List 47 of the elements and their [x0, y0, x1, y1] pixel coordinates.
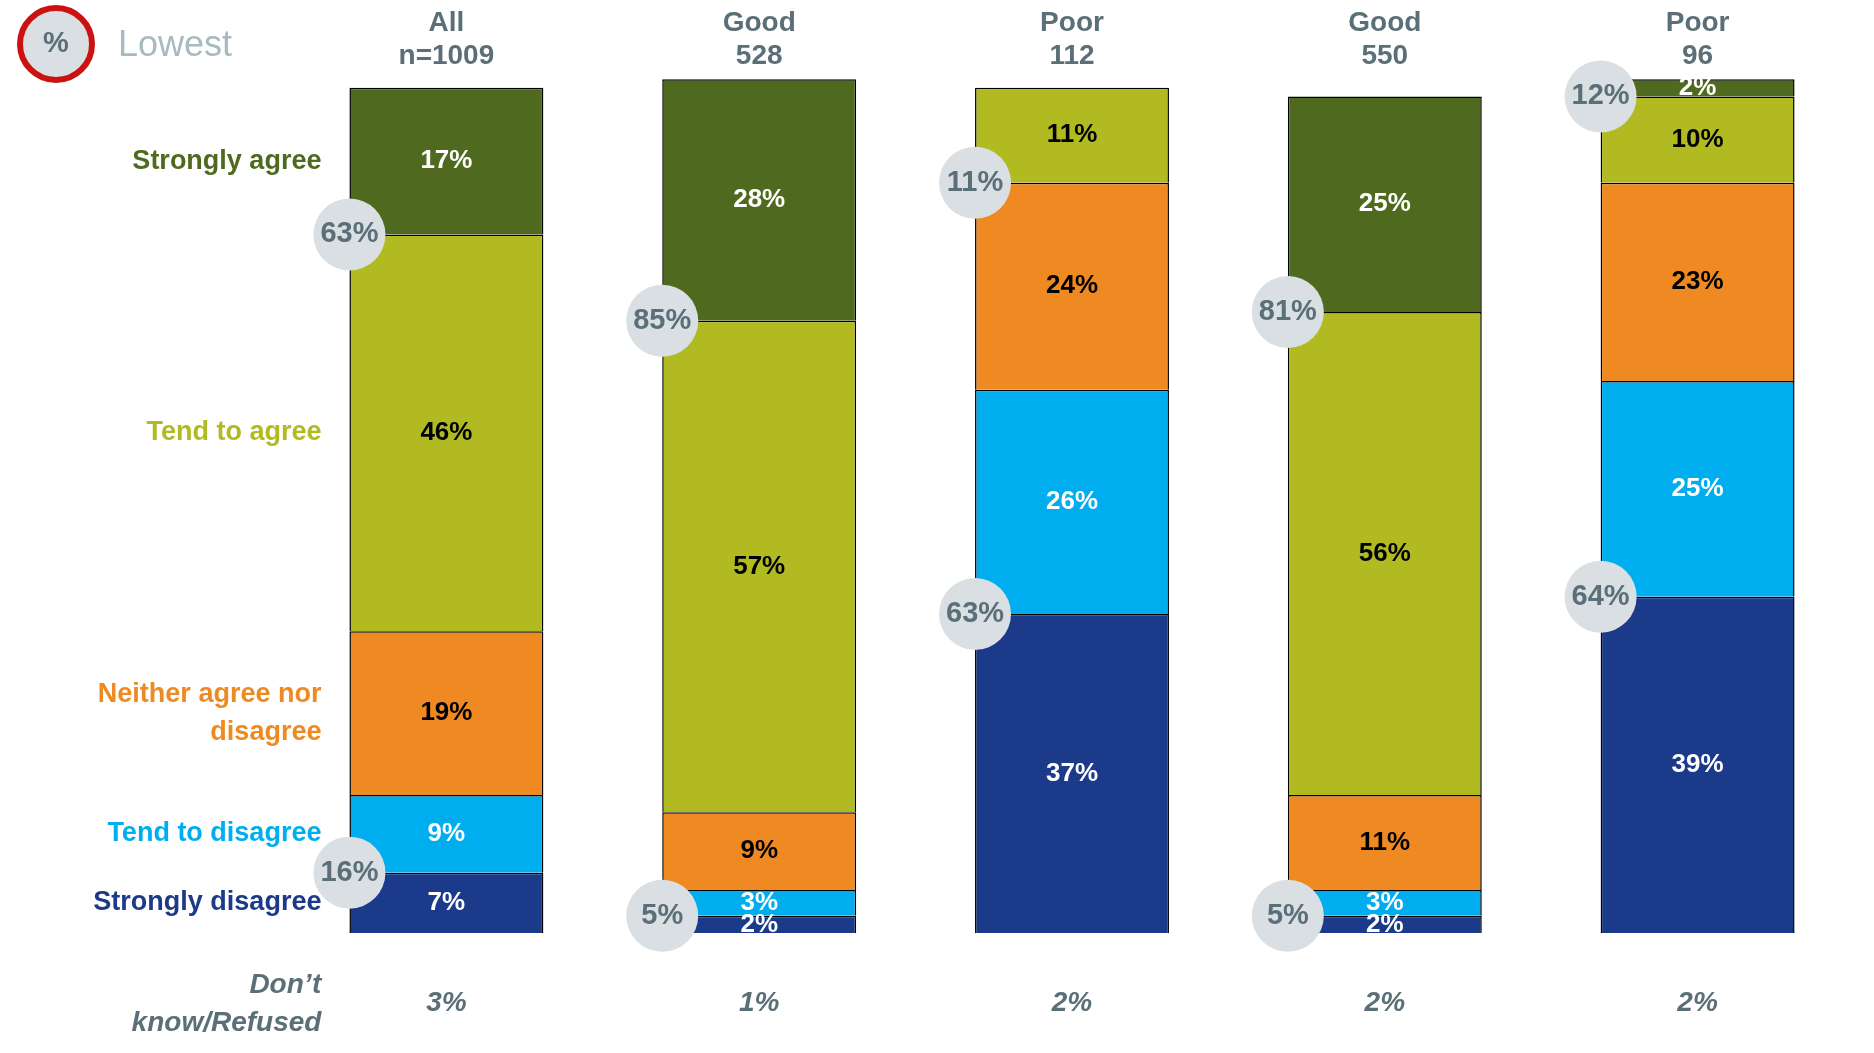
data-label: 9%	[740, 834, 778, 865]
series-label: Tend to disagree	[107, 817, 322, 848]
annotation: 63%	[320, 216, 379, 249]
annotation: 16%	[320, 854, 379, 887]
x-tick-label: Poor 112	[1040, 5, 1104, 71]
data-label: 7%	[427, 885, 466, 916]
annotation: 85%	[633, 302, 692, 335]
text: 2%	[1363, 985, 1406, 1017]
x-tick-label: All n=1009	[398, 5, 495, 71]
data-label: 56%	[1358, 536, 1411, 567]
data-label: 11%	[1359, 825, 1411, 856]
text: 1%	[738, 985, 780, 1017]
data-label: 9%	[427, 816, 466, 847]
data-label: 28%	[733, 183, 786, 214]
text: 3%	[426, 985, 467, 1017]
series-label: Strongly agree	[132, 144, 322, 175]
text: Lowest	[118, 22, 233, 64]
data-label: 23%	[1671, 265, 1724, 296]
annotation: 12%	[1571, 78, 1630, 111]
annotation: 63%	[946, 595, 1005, 628]
data-label: 19%	[420, 696, 473, 727]
x-tick-label: Good 528	[722, 5, 796, 71]
data-label: 25%	[1671, 472, 1724, 503]
annotation: 5%	[641, 897, 684, 930]
x-tick-label: Poor 96	[1665, 5, 1730, 71]
annotation: 5%	[1266, 897, 1309, 930]
series-label: Neither agree nor disagree	[97, 677, 322, 746]
text: %	[43, 26, 70, 58]
data-label: 11%	[1046, 118, 1098, 149]
annotation: 64%	[1571, 578, 1630, 611]
x-tick-label: Good 550	[1348, 5, 1422, 71]
series-label: Strongly disagree	[93, 886, 322, 917]
annotation: 11%	[946, 164, 1004, 197]
data-label: 25%	[1358, 187, 1411, 218]
data-label: 57%	[733, 549, 786, 580]
annotation: 81%	[1258, 294, 1318, 327]
series-label: Tend to agree	[146, 416, 322, 447]
data-label: 10%	[1671, 122, 1724, 153]
data-label: 24%	[1045, 269, 1099, 300]
data-label: 17%	[420, 144, 473, 175]
text: Don’t know/Refused	[131, 967, 324, 1037]
data-label: 37%	[1045, 756, 1099, 787]
text: 2%	[1050, 985, 1093, 1017]
data-label: 39%	[1671, 748, 1724, 778]
text: 2%	[1676, 985, 1718, 1017]
data-label: 26%	[1045, 484, 1099, 515]
data-label: 46%	[420, 415, 473, 446]
